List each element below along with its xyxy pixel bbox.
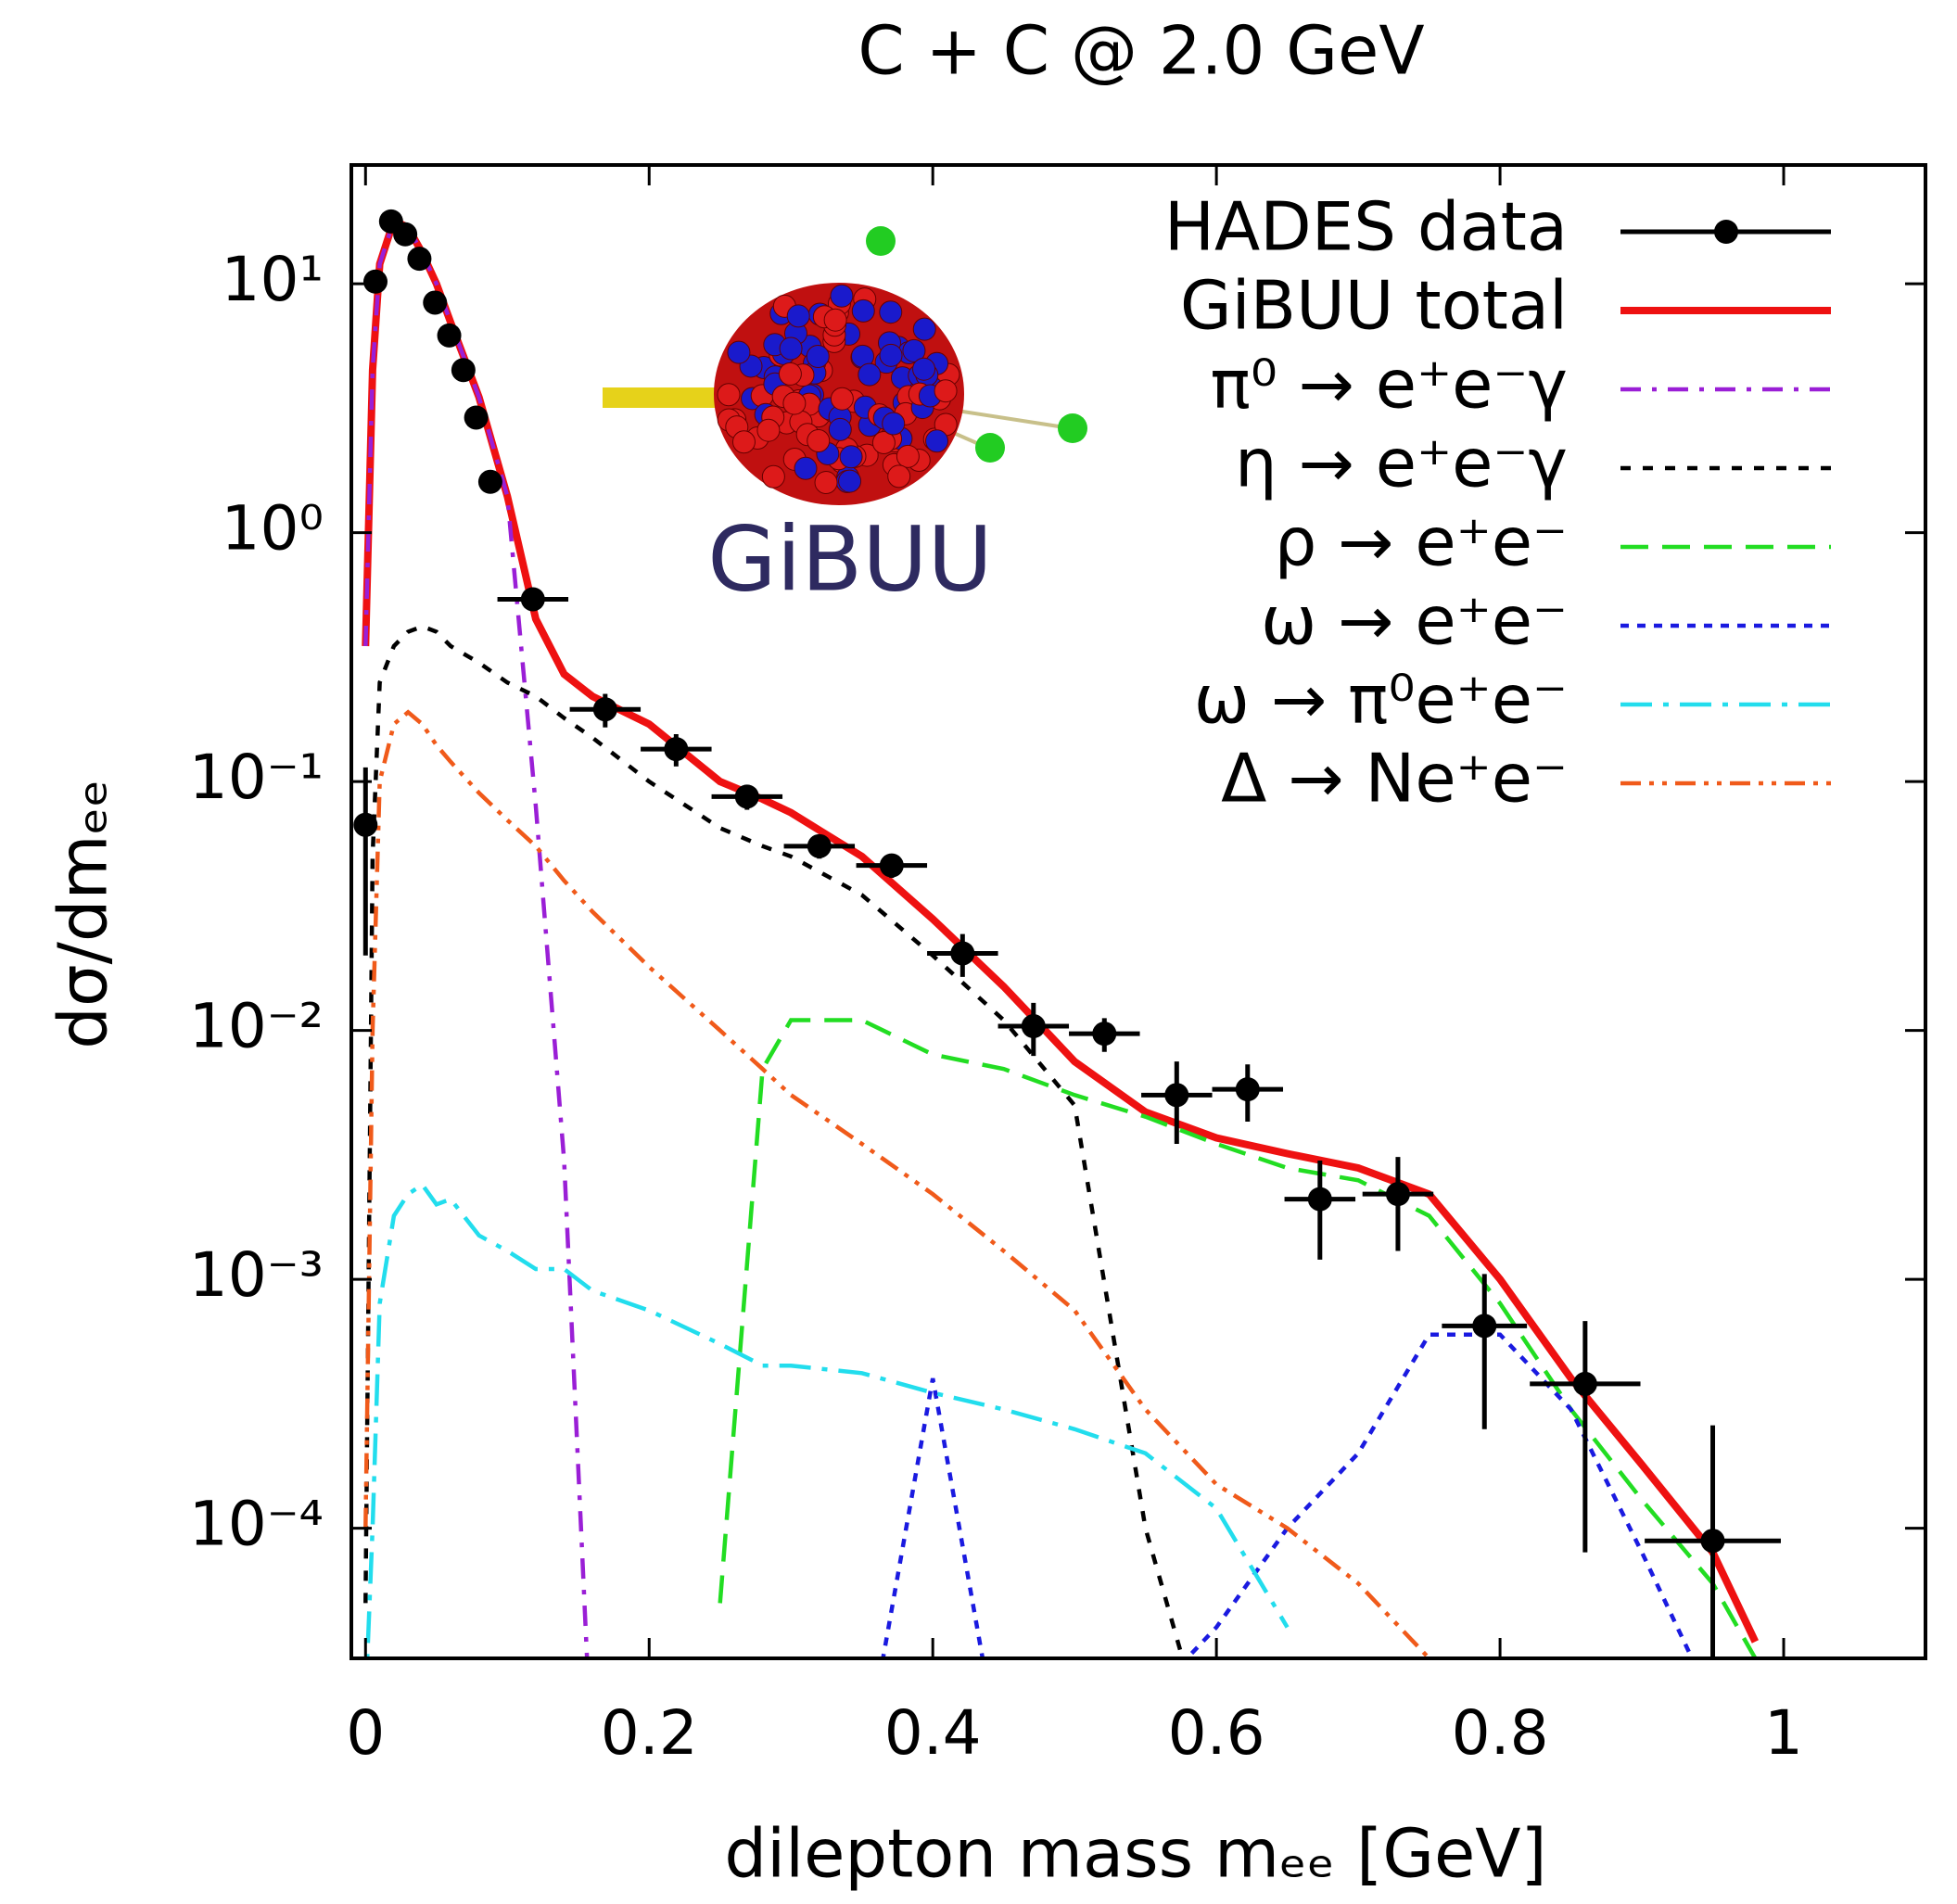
y-tick-label: 10⁰ <box>222 493 324 565</box>
logo-ball <box>782 391 807 415</box>
logo-ball <box>731 430 756 454</box>
data-point <box>353 812 378 837</box>
x-tick-label: 0.6 <box>1168 1697 1265 1769</box>
logo-ball <box>828 417 852 441</box>
data-point <box>1092 1022 1117 1047</box>
data-point <box>520 587 545 612</box>
data-point <box>464 405 489 430</box>
data-point <box>1021 1014 1046 1039</box>
data-point <box>734 784 759 809</box>
logo-ball <box>838 469 862 493</box>
logo-ball <box>851 298 875 323</box>
logo-ball <box>717 383 741 407</box>
logo-balls <box>717 284 960 495</box>
legend-label: GiBUU total <box>1180 267 1568 345</box>
logo-ball <box>830 284 854 308</box>
chart-title: C + C @ 2.0 GeV <box>858 12 1424 90</box>
logo-ball <box>912 357 936 381</box>
legend-label: Δ → Ne⁺e⁻ <box>1221 740 1568 818</box>
axes <box>351 165 1925 1658</box>
logo: GiBUU <box>603 226 1087 611</box>
logo-ball <box>823 308 847 332</box>
logo-ball <box>807 429 831 453</box>
logo-ball <box>786 304 810 328</box>
x-tick-label: 0.4 <box>884 1697 982 1769</box>
plot-area <box>353 209 1781 1658</box>
logo-ball <box>806 345 830 369</box>
data-point <box>423 290 448 315</box>
logo-ball <box>727 340 751 364</box>
data-point <box>664 737 689 762</box>
logo-ball <box>925 429 949 453</box>
data-point <box>363 269 388 294</box>
legend-label: ρ → e⁺e⁻ <box>1275 503 1568 581</box>
logo-ball <box>879 343 903 367</box>
logo-ball <box>830 387 854 411</box>
data-point <box>1235 1077 1260 1102</box>
logo-ball <box>896 444 920 468</box>
logo-ball <box>934 379 958 403</box>
data-point <box>1572 1371 1597 1396</box>
legend-label: ω → π⁰e⁺e⁻ <box>1194 661 1568 739</box>
data-point <box>1307 1187 1332 1212</box>
data-point <box>477 469 502 494</box>
x-tick-label: 1 <box>1764 1697 1803 1769</box>
x-tick-label: 0 <box>346 1697 385 1769</box>
y-tick-label: 10⁻¹ <box>189 742 324 813</box>
y-axis-label: dσ/dmₑₑ <box>44 779 122 1048</box>
logo-ball <box>882 412 906 436</box>
y-tick-label: 10⁻² <box>189 991 324 1062</box>
logo-ball <box>871 431 896 455</box>
logo-ball <box>975 433 1005 463</box>
logo-ball <box>756 418 781 442</box>
logo-ball <box>814 471 838 495</box>
logo-ball <box>879 300 903 324</box>
legend-swatch <box>1714 220 1738 244</box>
logo-ball <box>1058 413 1087 443</box>
legend-label: π⁰ → e⁺e⁻γ <box>1210 346 1568 424</box>
logo-ball <box>858 362 882 387</box>
series-line <box>718 1018 1758 1658</box>
y-tick-label: 10⁻³ <box>189 1239 324 1311</box>
logo-text: GiBUU <box>707 507 992 611</box>
legend-label: HADES data <box>1164 188 1568 266</box>
data-point <box>407 247 432 272</box>
logo-ball <box>761 464 785 489</box>
series-line <box>364 1181 1290 1658</box>
data-point <box>807 833 832 858</box>
legend-label: η → e⁺e⁻γ <box>1235 425 1568 502</box>
data-point <box>592 697 617 722</box>
logo-ball <box>779 336 803 361</box>
data-point <box>950 941 975 966</box>
data-point <box>879 853 904 878</box>
logo-ball <box>902 338 926 362</box>
logo-ball <box>866 226 896 256</box>
logo-ball <box>794 456 818 480</box>
data-point <box>1385 1182 1410 1207</box>
logo-ball <box>887 464 911 489</box>
data-point <box>1472 1314 1497 1339</box>
x-tick-label: 0.2 <box>601 1697 698 1769</box>
logo-rod <box>603 387 742 408</box>
x-tick-label: 0.8 <box>1452 1697 1549 1769</box>
logo-ball <box>912 317 936 341</box>
legend-label: ω → e⁺e⁻ <box>1261 582 1568 660</box>
plot-frame <box>349 163 1927 1660</box>
data-point <box>1700 1529 1725 1554</box>
series-line <box>363 624 1185 1658</box>
data-point <box>393 222 418 247</box>
data-point <box>451 358 476 383</box>
logo-ball <box>778 362 802 386</box>
y-tick-label: 10⁻⁴ <box>189 1489 324 1560</box>
x-axis-label: dilepton mass mₑₑ [GeV] <box>724 1815 1546 1893</box>
series-line <box>363 217 590 1658</box>
y-tick-label: 10¹ <box>222 244 324 315</box>
data-point <box>1164 1083 1189 1108</box>
series-line <box>363 709 1431 1658</box>
logo-ball <box>839 445 863 469</box>
data-point <box>437 323 462 348</box>
